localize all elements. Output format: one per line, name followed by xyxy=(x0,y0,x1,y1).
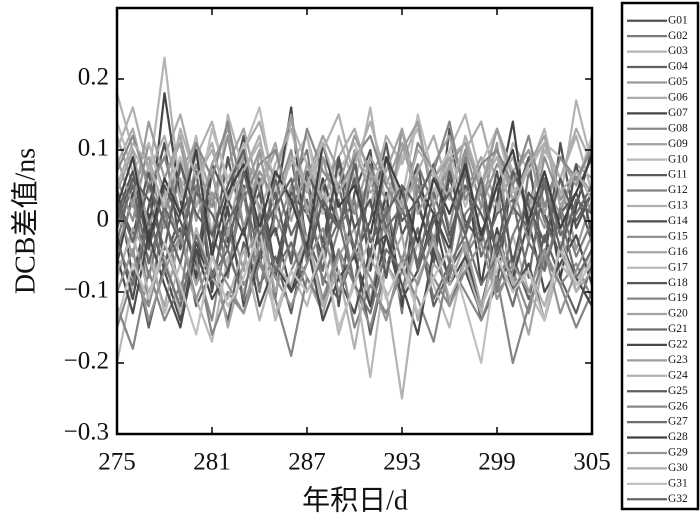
legend-label: G11 xyxy=(668,169,688,181)
legend-label: G28 xyxy=(668,431,688,443)
legend-label: G29 xyxy=(668,447,688,459)
legend-label: G16 xyxy=(668,246,688,258)
legend-label: G12 xyxy=(668,184,688,196)
series-line xyxy=(115,248,594,365)
legend-label: G20 xyxy=(668,308,688,320)
y-tick-label: 0.2 xyxy=(78,64,109,91)
y-tick-label: −0.3 xyxy=(64,419,109,446)
series-line xyxy=(115,227,593,365)
legend-label: G26 xyxy=(668,400,688,412)
series-line xyxy=(115,227,594,322)
legend-box xyxy=(620,1,700,511)
series-line xyxy=(115,163,593,272)
y-tick-label: −0.2 xyxy=(64,348,109,375)
legend-label: G02 xyxy=(668,30,688,42)
legend-label: G13 xyxy=(668,200,688,212)
series-line xyxy=(115,227,594,400)
legend-label: G08 xyxy=(668,122,688,134)
legend-label: G10 xyxy=(668,153,688,165)
legend-label: G25 xyxy=(668,385,688,397)
legend-label: G06 xyxy=(668,92,688,104)
legend-label: G19 xyxy=(668,292,688,304)
series-line xyxy=(115,148,593,265)
y-tick-label: −0.1 xyxy=(64,277,109,304)
legend-label: G17 xyxy=(668,261,688,273)
y-tick-label: 0.1 xyxy=(78,135,109,162)
legend-label: G15 xyxy=(668,230,688,242)
x-tick-label: 287 xyxy=(288,449,326,476)
x-tick-label: 275 xyxy=(98,449,136,476)
legend-label: G03 xyxy=(668,45,688,57)
legend-label: G30 xyxy=(668,462,688,474)
legend-label: G27 xyxy=(668,416,688,428)
legend-label: G23 xyxy=(668,354,688,366)
legend-label: G01 xyxy=(668,14,688,26)
series-line xyxy=(115,113,594,223)
legend-label: G05 xyxy=(668,76,688,88)
series-line xyxy=(115,141,594,258)
legend-label: G04 xyxy=(668,61,688,73)
x-axis-label: 年积日/d xyxy=(302,484,408,516)
series-group xyxy=(115,56,594,400)
x-tick-label: 293 xyxy=(383,449,421,476)
legend-label: G18 xyxy=(668,277,688,289)
legend-label: G31 xyxy=(668,477,688,489)
legend-label: G14 xyxy=(668,215,688,227)
legend-label: G22 xyxy=(668,339,688,351)
legend-label: G32 xyxy=(668,493,688,505)
plot-frame xyxy=(115,6,594,436)
legend-label: G07 xyxy=(668,107,688,119)
x-tick-label: 299 xyxy=(478,449,516,476)
y-tick-label: 0 xyxy=(97,206,110,233)
x-tick-label: 281 xyxy=(193,449,231,476)
y-axis-label: DCB差值/ns xyxy=(9,148,41,294)
legend-label: G24 xyxy=(668,369,688,381)
legend-label: G21 xyxy=(668,323,688,335)
series-line xyxy=(115,120,593,215)
series-line xyxy=(115,177,594,308)
x-tick-label: 305 xyxy=(573,449,611,476)
legend-label: G09 xyxy=(668,138,688,150)
